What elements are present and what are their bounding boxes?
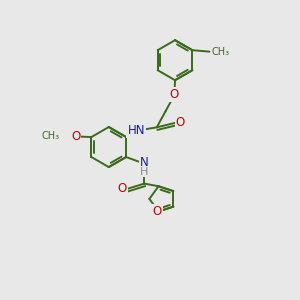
Text: O: O xyxy=(71,130,80,143)
Text: N: N xyxy=(140,156,149,169)
Text: N: N xyxy=(140,156,149,169)
Text: CH₃: CH₃ xyxy=(212,47,230,57)
Text: O: O xyxy=(117,182,127,195)
Text: H: H xyxy=(140,167,148,177)
Text: CH₃: CH₃ xyxy=(42,131,60,142)
Text: HN: HN xyxy=(128,124,145,137)
Text: O: O xyxy=(152,205,162,218)
Text: O: O xyxy=(176,116,185,129)
Text: O: O xyxy=(170,88,179,101)
